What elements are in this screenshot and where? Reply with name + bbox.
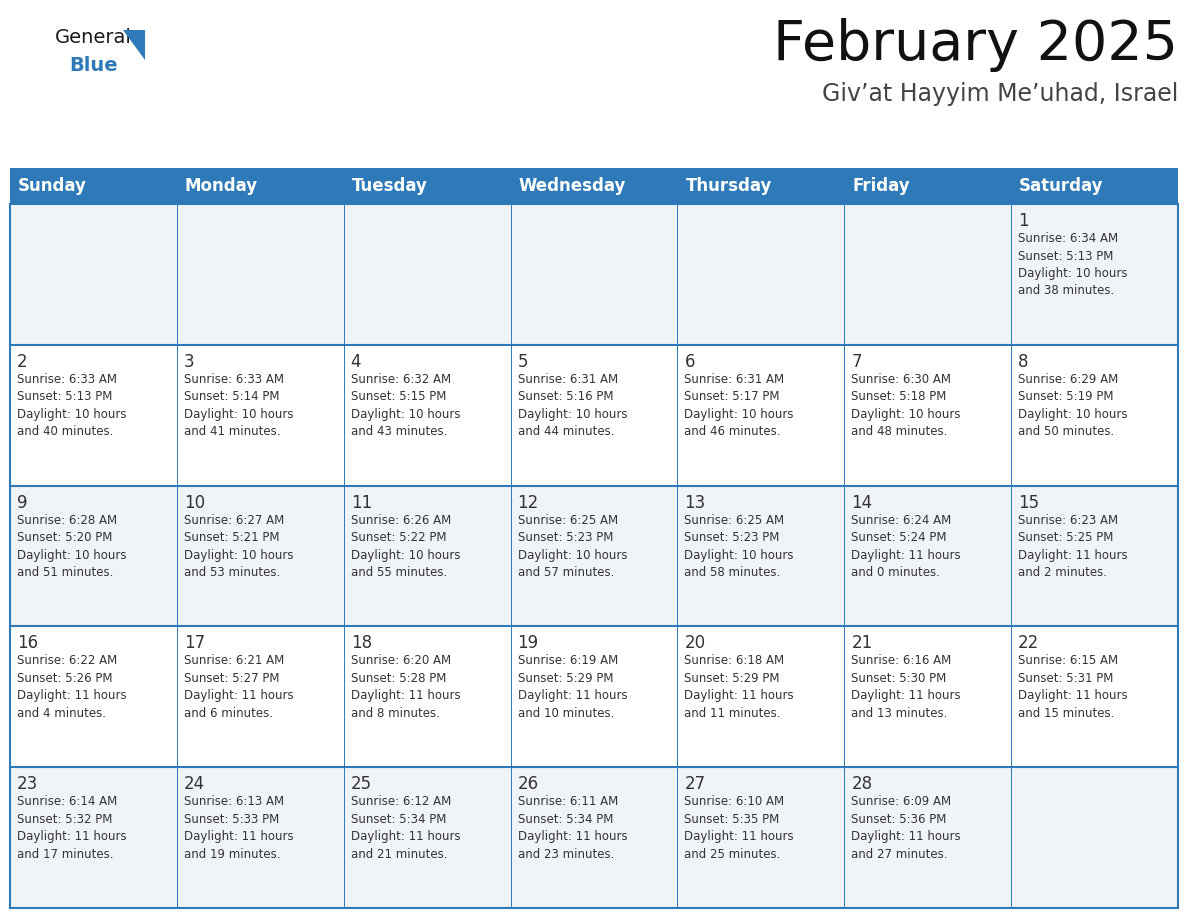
Text: General: General <box>55 28 132 47</box>
Text: 28: 28 <box>852 775 872 793</box>
Text: Sunrise: 6:25 AM
Sunset: 5:23 PM
Daylight: 10 hours
and 57 minutes.: Sunrise: 6:25 AM Sunset: 5:23 PM Dayligh… <box>518 513 627 579</box>
Bar <box>10 168 1178 204</box>
Text: 9: 9 <box>17 494 27 511</box>
Text: February 2025: February 2025 <box>773 18 1178 72</box>
Text: 5: 5 <box>518 353 529 371</box>
Text: 20: 20 <box>684 634 706 653</box>
Text: Sunrise: 6:14 AM
Sunset: 5:32 PM
Daylight: 11 hours
and 17 minutes.: Sunrise: 6:14 AM Sunset: 5:32 PM Dayligh… <box>17 795 127 861</box>
Text: 13: 13 <box>684 494 706 511</box>
Text: 19: 19 <box>518 634 538 653</box>
Text: 23: 23 <box>17 775 38 793</box>
Text: Sunrise: 6:12 AM
Sunset: 5:34 PM
Daylight: 11 hours
and 21 minutes.: Sunrise: 6:12 AM Sunset: 5:34 PM Dayligh… <box>350 795 460 861</box>
Text: Sunrise: 6:15 AM
Sunset: 5:31 PM
Daylight: 11 hours
and 15 minutes.: Sunrise: 6:15 AM Sunset: 5:31 PM Dayligh… <box>1018 655 1127 720</box>
Text: 26: 26 <box>518 775 538 793</box>
Text: Sunrise: 6:33 AM
Sunset: 5:13 PM
Daylight: 10 hours
and 40 minutes.: Sunrise: 6:33 AM Sunset: 5:13 PM Dayligh… <box>17 373 126 438</box>
Text: 21: 21 <box>852 634 872 653</box>
Text: 22: 22 <box>1018 634 1040 653</box>
Text: Sunrise: 6:19 AM
Sunset: 5:29 PM
Daylight: 11 hours
and 10 minutes.: Sunrise: 6:19 AM Sunset: 5:29 PM Dayligh… <box>518 655 627 720</box>
Text: 10: 10 <box>184 494 206 511</box>
Text: Sunrise: 6:11 AM
Sunset: 5:34 PM
Daylight: 11 hours
and 23 minutes.: Sunrise: 6:11 AM Sunset: 5:34 PM Dayligh… <box>518 795 627 861</box>
Text: Sunrise: 6:28 AM
Sunset: 5:20 PM
Daylight: 10 hours
and 51 minutes.: Sunrise: 6:28 AM Sunset: 5:20 PM Dayligh… <box>17 513 126 579</box>
Text: 11: 11 <box>350 494 372 511</box>
Bar <box>10 345 1178 486</box>
Text: Wednesday: Wednesday <box>519 177 626 195</box>
Text: 1: 1 <box>1018 212 1029 230</box>
Text: Sunrise: 6:30 AM
Sunset: 5:18 PM
Daylight: 10 hours
and 48 minutes.: Sunrise: 6:30 AM Sunset: 5:18 PM Dayligh… <box>852 373 961 438</box>
Text: 17: 17 <box>184 634 206 653</box>
Text: Sunrise: 6:31 AM
Sunset: 5:16 PM
Daylight: 10 hours
and 44 minutes.: Sunrise: 6:31 AM Sunset: 5:16 PM Dayligh… <box>518 373 627 438</box>
Text: Sunrise: 6:22 AM
Sunset: 5:26 PM
Daylight: 11 hours
and 4 minutes.: Sunrise: 6:22 AM Sunset: 5:26 PM Dayligh… <box>17 655 127 720</box>
Text: Sunrise: 6:23 AM
Sunset: 5:25 PM
Daylight: 11 hours
and 2 minutes.: Sunrise: 6:23 AM Sunset: 5:25 PM Dayligh… <box>1018 513 1127 579</box>
Text: Sunrise: 6:24 AM
Sunset: 5:24 PM
Daylight: 11 hours
and 0 minutes.: Sunrise: 6:24 AM Sunset: 5:24 PM Dayligh… <box>852 513 961 579</box>
Polygon shape <box>124 30 145 60</box>
Text: 25: 25 <box>350 775 372 793</box>
Text: 12: 12 <box>518 494 539 511</box>
Text: 4: 4 <box>350 353 361 371</box>
Bar <box>10 767 1178 908</box>
Text: 6: 6 <box>684 353 695 371</box>
Text: Friday: Friday <box>852 177 910 195</box>
Bar <box>10 204 1178 345</box>
Text: Monday: Monday <box>185 177 258 195</box>
Text: Saturday: Saturday <box>1019 177 1104 195</box>
Text: 2: 2 <box>17 353 27 371</box>
Text: Sunrise: 6:32 AM
Sunset: 5:15 PM
Daylight: 10 hours
and 43 minutes.: Sunrise: 6:32 AM Sunset: 5:15 PM Dayligh… <box>350 373 460 438</box>
Text: 14: 14 <box>852 494 872 511</box>
Text: Sunrise: 6:25 AM
Sunset: 5:23 PM
Daylight: 10 hours
and 58 minutes.: Sunrise: 6:25 AM Sunset: 5:23 PM Dayligh… <box>684 513 794 579</box>
Text: Sunrise: 6:33 AM
Sunset: 5:14 PM
Daylight: 10 hours
and 41 minutes.: Sunrise: 6:33 AM Sunset: 5:14 PM Dayligh… <box>184 373 293 438</box>
Text: 27: 27 <box>684 775 706 793</box>
Text: Sunrise: 6:09 AM
Sunset: 5:36 PM
Daylight: 11 hours
and 27 minutes.: Sunrise: 6:09 AM Sunset: 5:36 PM Dayligh… <box>852 795 961 861</box>
Text: Sunrise: 6:18 AM
Sunset: 5:29 PM
Daylight: 11 hours
and 11 minutes.: Sunrise: 6:18 AM Sunset: 5:29 PM Dayligh… <box>684 655 794 720</box>
Bar <box>10 626 1178 767</box>
Text: 18: 18 <box>350 634 372 653</box>
Text: 3: 3 <box>184 353 195 371</box>
Text: Sunrise: 6:21 AM
Sunset: 5:27 PM
Daylight: 11 hours
and 6 minutes.: Sunrise: 6:21 AM Sunset: 5:27 PM Dayligh… <box>184 655 293 720</box>
Text: 15: 15 <box>1018 494 1040 511</box>
Text: Sunrise: 6:26 AM
Sunset: 5:22 PM
Daylight: 10 hours
and 55 minutes.: Sunrise: 6:26 AM Sunset: 5:22 PM Dayligh… <box>350 513 460 579</box>
Text: Sunrise: 6:27 AM
Sunset: 5:21 PM
Daylight: 10 hours
and 53 minutes.: Sunrise: 6:27 AM Sunset: 5:21 PM Dayligh… <box>184 513 293 579</box>
Text: Sunday: Sunday <box>18 177 87 195</box>
Text: 16: 16 <box>17 634 38 653</box>
Text: Giv’at Hayyim Me’uhad, Israel: Giv’at Hayyim Me’uhad, Israel <box>822 82 1178 106</box>
Bar <box>10 486 1178 626</box>
Text: Blue: Blue <box>69 56 118 75</box>
Text: 8: 8 <box>1018 353 1029 371</box>
Text: Sunrise: 6:20 AM
Sunset: 5:28 PM
Daylight: 11 hours
and 8 minutes.: Sunrise: 6:20 AM Sunset: 5:28 PM Dayligh… <box>350 655 460 720</box>
Text: Thursday: Thursday <box>685 177 772 195</box>
Text: Tuesday: Tuesday <box>352 177 428 195</box>
Text: Sunrise: 6:13 AM
Sunset: 5:33 PM
Daylight: 11 hours
and 19 minutes.: Sunrise: 6:13 AM Sunset: 5:33 PM Dayligh… <box>184 795 293 861</box>
Text: Sunrise: 6:10 AM
Sunset: 5:35 PM
Daylight: 11 hours
and 25 minutes.: Sunrise: 6:10 AM Sunset: 5:35 PM Dayligh… <box>684 795 794 861</box>
Text: 24: 24 <box>184 775 206 793</box>
Text: Sunrise: 6:31 AM
Sunset: 5:17 PM
Daylight: 10 hours
and 46 minutes.: Sunrise: 6:31 AM Sunset: 5:17 PM Dayligh… <box>684 373 794 438</box>
Text: Sunrise: 6:29 AM
Sunset: 5:19 PM
Daylight: 10 hours
and 50 minutes.: Sunrise: 6:29 AM Sunset: 5:19 PM Dayligh… <box>1018 373 1127 438</box>
Text: Sunrise: 6:16 AM
Sunset: 5:30 PM
Daylight: 11 hours
and 13 minutes.: Sunrise: 6:16 AM Sunset: 5:30 PM Dayligh… <box>852 655 961 720</box>
Text: Sunrise: 6:34 AM
Sunset: 5:13 PM
Daylight: 10 hours
and 38 minutes.: Sunrise: 6:34 AM Sunset: 5:13 PM Dayligh… <box>1018 232 1127 297</box>
Text: 7: 7 <box>852 353 861 371</box>
